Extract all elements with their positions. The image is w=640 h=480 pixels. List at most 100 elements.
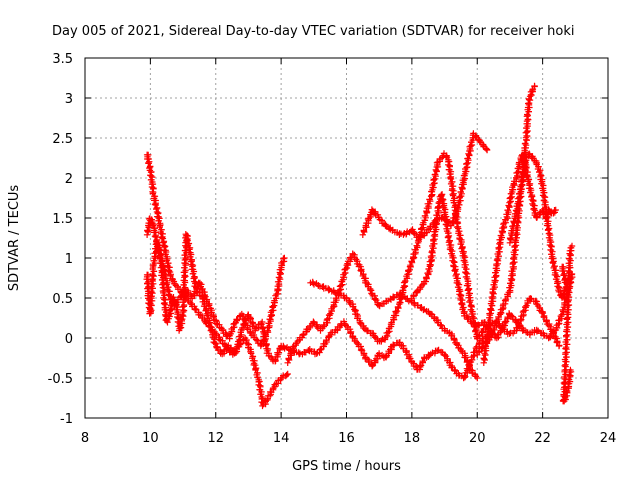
y-tick-label: 3.5 bbox=[52, 52, 73, 67]
data-point bbox=[159, 239, 167, 246]
data-point bbox=[315, 282, 322, 289]
data-point bbox=[536, 168, 543, 176]
series-track-12 bbox=[474, 295, 563, 350]
data-point bbox=[346, 299, 353, 306]
data-point bbox=[408, 258, 415, 265]
data-point bbox=[563, 358, 570, 365]
data-point bbox=[201, 303, 208, 310]
data-point bbox=[148, 276, 156, 283]
data-point bbox=[305, 347, 312, 354]
data-point bbox=[440, 196, 447, 203]
data-point bbox=[252, 336, 260, 343]
x-tick-labels: 8 10 12 14 16 18 20 22 24 bbox=[81, 431, 616, 446]
data-point bbox=[189, 270, 197, 277]
data-point bbox=[519, 327, 526, 334]
y-tick-label: -1 bbox=[60, 412, 73, 427]
x-tick-label: 10 bbox=[142, 431, 159, 446]
data-point bbox=[431, 224, 439, 231]
data-point bbox=[382, 353, 389, 361]
data-point bbox=[241, 320, 249, 327]
data-point bbox=[160, 300, 168, 307]
data-point bbox=[179, 294, 187, 301]
data-point bbox=[506, 234, 514, 242]
data-point bbox=[480, 355, 487, 362]
data-point bbox=[382, 222, 389, 229]
data-point bbox=[367, 287, 374, 294]
data-point bbox=[453, 224, 461, 231]
data-point bbox=[507, 312, 515, 319]
data-point bbox=[555, 342, 563, 350]
x-axis-label: GPS time / hours bbox=[292, 459, 401, 474]
series-track-3 bbox=[143, 231, 285, 365]
data-point bbox=[434, 347, 441, 354]
data-point bbox=[157, 264, 165, 271]
data-point bbox=[183, 236, 190, 243]
data-point bbox=[530, 205, 537, 213]
data-point bbox=[523, 157, 530, 164]
y-tick-label: 1 bbox=[65, 252, 73, 267]
data-point bbox=[458, 300, 465, 307]
data-point bbox=[450, 336, 458, 344]
y-axis-label: SDTVAR / TECUs bbox=[7, 185, 22, 292]
data-point bbox=[568, 242, 576, 250]
data-point bbox=[529, 87, 536, 94]
data-point bbox=[557, 312, 564, 320]
x-tick-label: 16 bbox=[338, 431, 355, 446]
data-point bbox=[193, 288, 200, 295]
data-point bbox=[560, 272, 567, 279]
x-tick-label: 8 bbox=[81, 431, 89, 446]
data-point bbox=[430, 176, 438, 183]
x-tick-label: 14 bbox=[273, 431, 290, 446]
series-track-6 bbox=[307, 150, 481, 345]
data-point bbox=[505, 202, 512, 209]
data-point bbox=[325, 311, 333, 319]
data-point bbox=[522, 303, 529, 311]
data-point bbox=[159, 281, 166, 288]
series-track-5 bbox=[284, 250, 481, 382]
y-tick-label: 3 bbox=[65, 92, 73, 107]
data-point bbox=[483, 146, 491, 154]
data-point bbox=[357, 267, 364, 274]
data-point bbox=[313, 350, 320, 357]
data-point bbox=[544, 227, 552, 234]
data-point bbox=[550, 210, 557, 217]
data-point bbox=[522, 140, 529, 147]
x-tick-label: 22 bbox=[534, 431, 551, 446]
data-point bbox=[158, 234, 165, 241]
data-point bbox=[153, 206, 160, 213]
data-point bbox=[359, 231, 366, 238]
data-point bbox=[202, 307, 209, 314]
data-point bbox=[204, 311, 212, 318]
data-point bbox=[310, 318, 317, 325]
data-point bbox=[454, 205, 461, 213]
y-tick-label: 1.5 bbox=[52, 212, 73, 227]
y-tick-labels: -1 -0.5 0 0.5 1 1.5 2 2.5 3 3.5 bbox=[48, 52, 73, 427]
data-point bbox=[156, 247, 163, 254]
data-point bbox=[342, 265, 349, 273]
data-point bbox=[467, 142, 474, 150]
data-point bbox=[472, 344, 480, 352]
data-point bbox=[151, 233, 159, 240]
data-point bbox=[368, 363, 376, 370]
data-point bbox=[179, 311, 186, 318]
y-tick-label: 2.5 bbox=[52, 132, 73, 147]
data-point bbox=[211, 339, 219, 347]
data-point bbox=[563, 389, 570, 396]
data-point bbox=[427, 310, 434, 318]
data-point bbox=[284, 359, 291, 366]
data-point bbox=[399, 287, 406, 294]
data-point bbox=[413, 242, 420, 249]
data-point bbox=[444, 234, 452, 241]
data-point bbox=[441, 351, 448, 359]
data-point bbox=[342, 294, 350, 301]
data-point bbox=[437, 192, 445, 200]
y-tick-label: -0.5 bbox=[48, 372, 73, 387]
data-point bbox=[266, 316, 273, 323]
data-point bbox=[460, 257, 467, 264]
series-track-13 bbox=[559, 263, 575, 405]
data-point bbox=[393, 307, 401, 315]
data-point bbox=[281, 254, 288, 262]
data-point bbox=[552, 206, 559, 214]
data-point bbox=[210, 313, 217, 321]
